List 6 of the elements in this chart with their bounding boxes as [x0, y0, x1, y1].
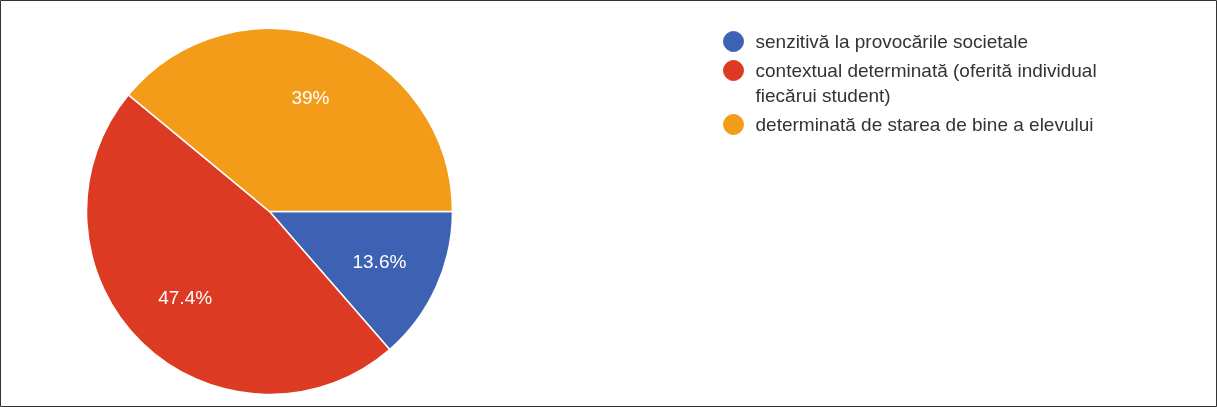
data-label: 47.4%: [158, 287, 213, 309]
data-label: 13.6%: [352, 251, 407, 273]
legend-label: senzitivă la provocările societale: [755, 31, 1028, 52]
data-label: 39%: [291, 87, 330, 109]
legend-label: determinată de starea de bine a elevului: [755, 114, 1094, 135]
legend-label: contextual determinată (oferită individual fiecărui student): [755, 60, 1097, 106]
